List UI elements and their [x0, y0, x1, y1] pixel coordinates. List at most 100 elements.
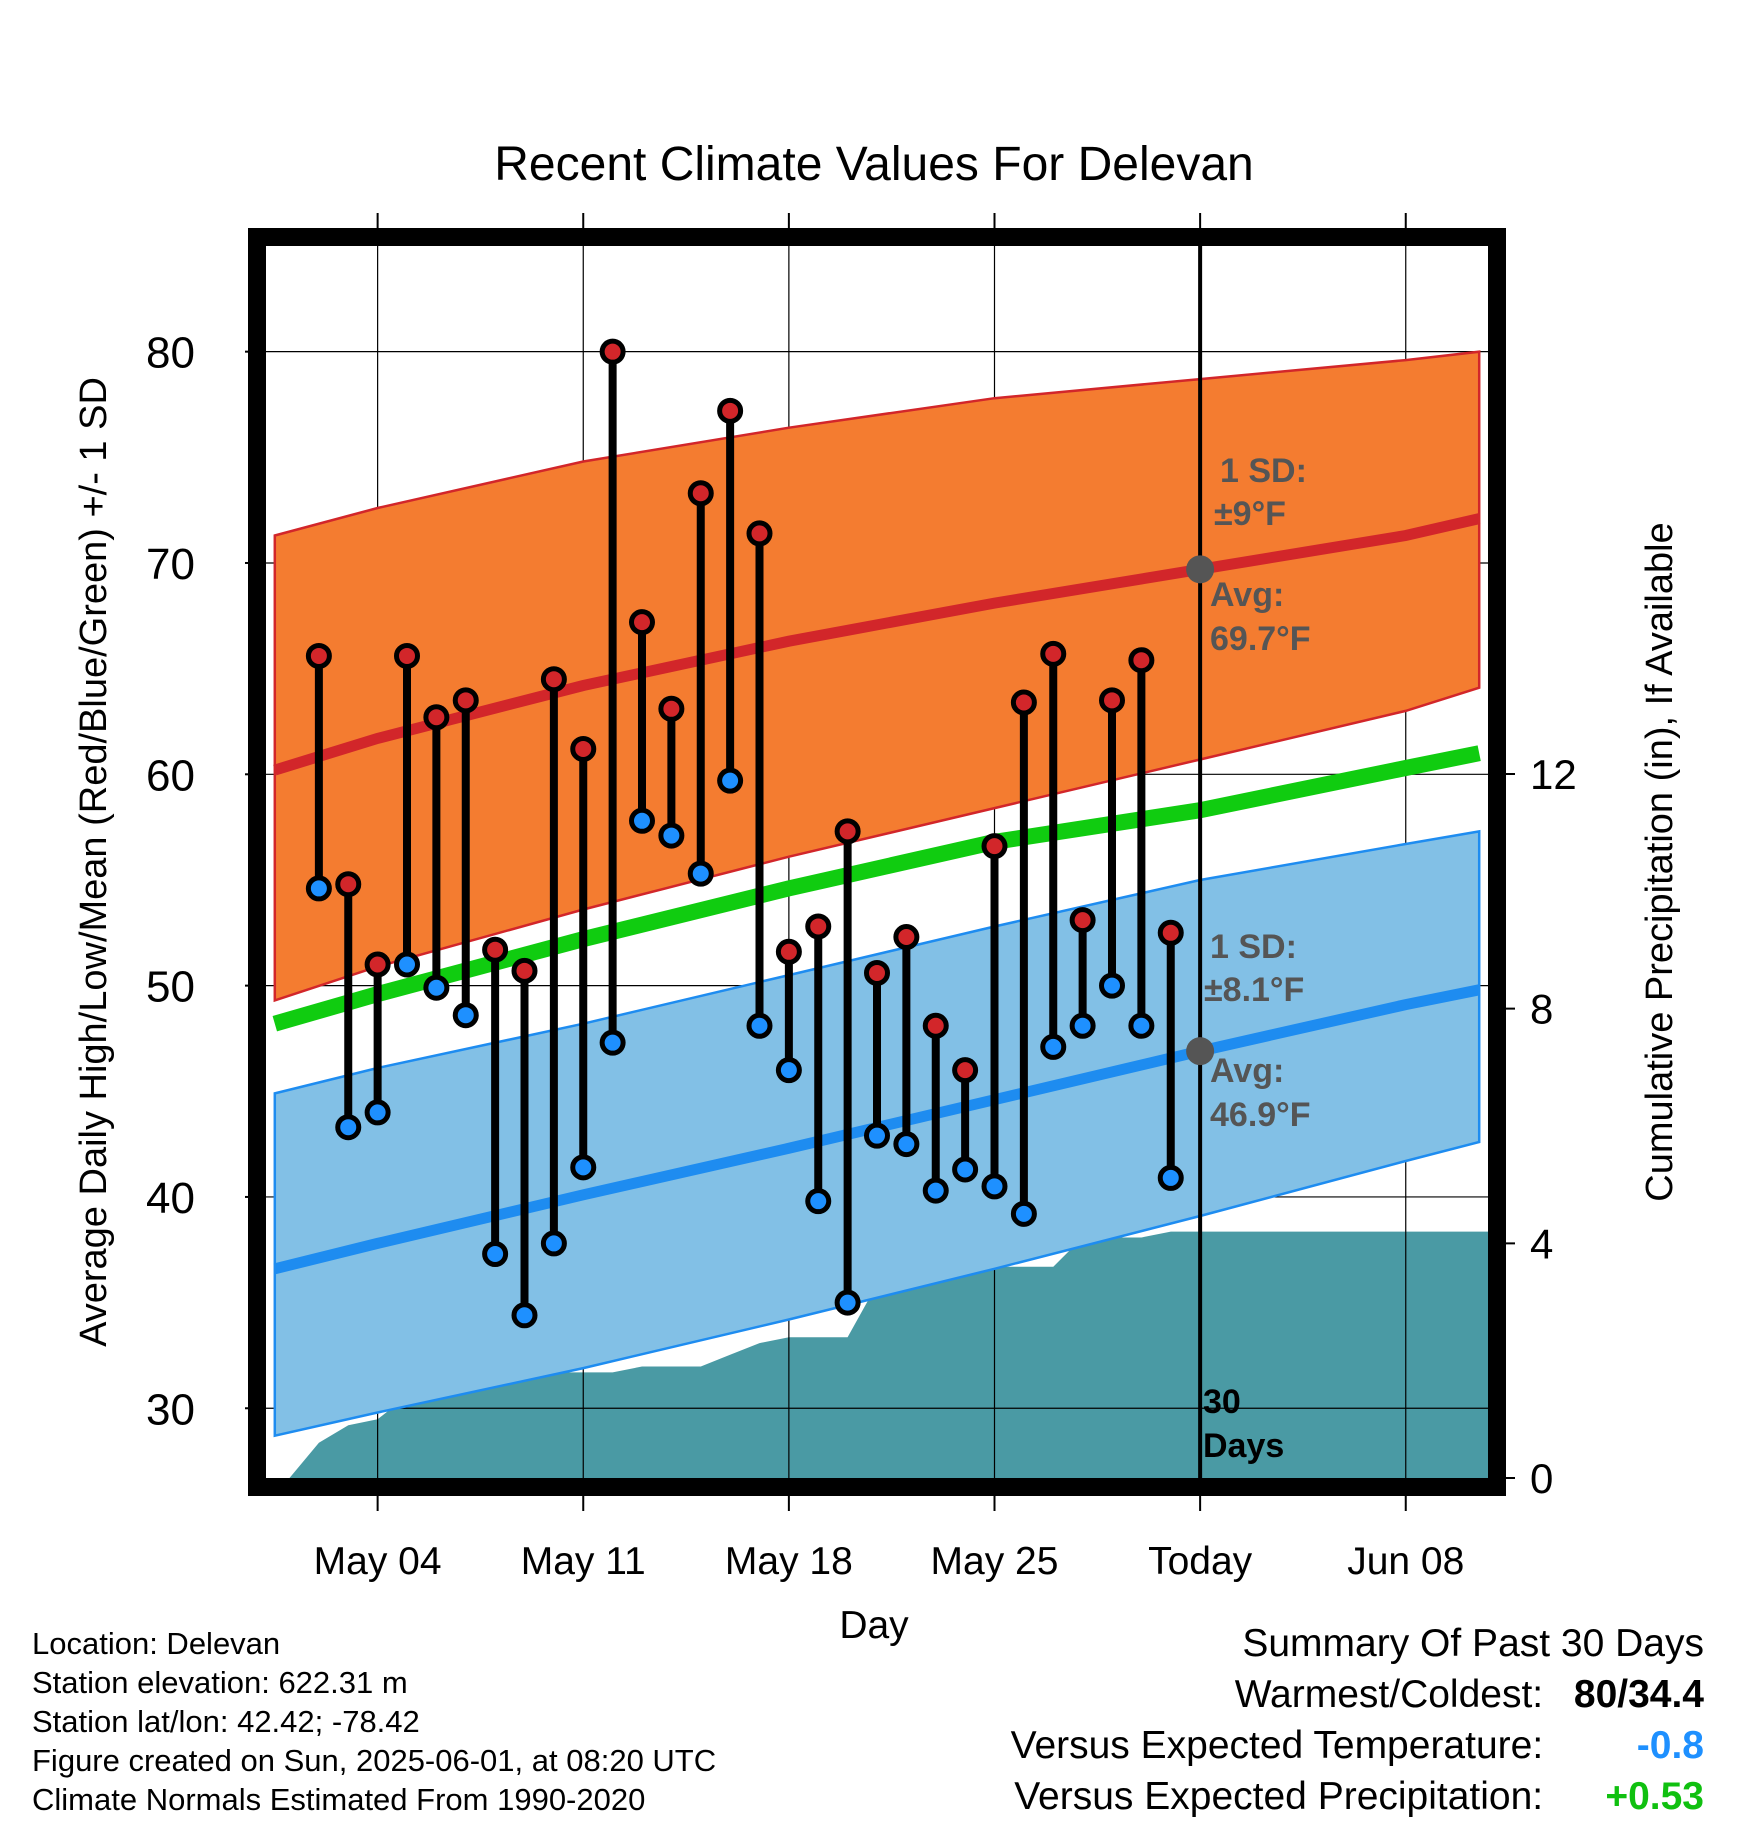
normals-text: Climate Normals Estimated From 1990-2020	[32, 1782, 646, 1817]
daily-low-point	[952, 1156, 979, 1183]
daily-high-point	[952, 1057, 979, 1084]
latlon-text: Station lat/lon: 42.42; -78.42	[32, 1704, 420, 1739]
daily-high-point	[364, 951, 391, 978]
warmest-label: Warmest/Coldest:	[1234, 1673, 1544, 1716]
daily-high-point	[423, 704, 450, 731]
high-avg-value: 69.7°F	[1210, 620, 1311, 658]
y-tick-label-left: 80	[146, 329, 195, 378]
daily-low-point	[1010, 1200, 1037, 1227]
daily-high-point	[922, 1012, 949, 1039]
daily-low-point	[364, 1099, 391, 1126]
daily-high-point	[305, 642, 332, 669]
low-sd-label: 1 SD:	[1210, 928, 1297, 966]
elevation-text: Station elevation: 622.31 m	[32, 1665, 408, 1700]
y-tick-label-right: 0	[1530, 1455, 1553, 1502]
low-avg-label: Avg:	[1210, 1052, 1284, 1090]
daily-high-point	[1099, 687, 1125, 714]
daily-low-point	[1099, 972, 1125, 999]
daily-low-point	[629, 807, 655, 834]
daily-high-point	[1040, 640, 1067, 667]
summary-title: Summary Of Past 30 Days	[1242, 1622, 1704, 1665]
summary-warmest-row: Warmest/Coldest: 80/34.4	[1011, 1669, 1704, 1720]
period-label-unit: Days	[1203, 1427, 1284, 1465]
daily-low-point	[1040, 1033, 1067, 1060]
low-avg-marker	[1186, 1037, 1215, 1066]
y-tick-label-left: 60	[146, 751, 195, 800]
x-tick-label: Jun 08	[1347, 1540, 1464, 1583]
daily-high-point	[394, 642, 420, 669]
daily-high-point	[1157, 919, 1184, 946]
avg-low-line	[273, 984, 1481, 1275]
plot-area: 30 40 50 60 70 80 0 4 8 12 May 04 May 11 May 18 May 2…	[146, 213, 1577, 1583]
x-tick-label: May 25	[931, 1540, 1059, 1583]
low-avg-value: 46.9°F	[1210, 1096, 1311, 1134]
warmest-value: 80/34.4	[1573, 1673, 1704, 1716]
daily-high-point	[599, 338, 626, 365]
daily-high-point	[658, 695, 685, 722]
high-avg-label: Avg:	[1210, 576, 1284, 614]
high-sd-value: ±9°F	[1214, 495, 1286, 533]
x-tick-label: May 11	[521, 1540, 646, 1583]
daily-low-point	[305, 875, 332, 902]
avg-high-line	[273, 513, 1481, 776]
x-tick-label: May 18	[725, 1540, 853, 1583]
summary-precip-row: Versus Expected Precipitation: +0.53	[1011, 1771, 1704, 1822]
daily-low-point	[570, 1154, 597, 1181]
daily-low-point	[1157, 1164, 1184, 1191]
daily-low-point	[1128, 1012, 1155, 1039]
daily-low-point	[687, 860, 714, 887]
daily-low-point	[717, 767, 744, 794]
daily-low-point	[805, 1188, 832, 1215]
y-tick-label-right: 12	[1530, 751, 1577, 798]
daily-high-point	[687, 480, 714, 507]
daily-low-point	[981, 1173, 1008, 1200]
daily-low-point	[423, 974, 450, 1001]
precip-value: +0.53	[1605, 1775, 1704, 1818]
plot-frame	[248, 228, 1506, 1496]
y-tick-label-right: 8	[1530, 986, 1553, 1033]
summary-temp-row: Versus Expected Temperature: -0.8	[1011, 1720, 1704, 1771]
daily-low-point	[775, 1057, 802, 1084]
daily-low-point	[452, 1002, 479, 1029]
created-text: Figure created on Sun, 2025-06-01, at 08…	[32, 1743, 717, 1778]
daily-high-point	[746, 520, 773, 547]
daily-high-point	[834, 818, 861, 845]
daily-high-point	[482, 936, 509, 963]
daily-low-point	[482, 1241, 509, 1267]
y-tick-label-left: 50	[146, 963, 195, 1012]
daily-high-point	[1128, 647, 1155, 674]
y-axis-label-left: Average Daily High/Low/Mean (Red/Blue/Gr…	[73, 377, 115, 1347]
y-tick-label-left: 70	[146, 540, 195, 589]
daily-high-point	[452, 687, 479, 714]
low-sd-value: ±8.1°F	[1204, 971, 1304, 1009]
daily-high-point	[1010, 689, 1037, 716]
daily-high-point	[775, 938, 802, 965]
daily-low-point	[1069, 1012, 1096, 1039]
daily-low-point	[893, 1131, 920, 1158]
daily-low-point	[511, 1302, 538, 1329]
precip-area	[289, 1231, 1488, 1478]
chart-title: Recent Climate Values For Delevan	[494, 138, 1253, 191]
daily-high-point	[981, 833, 1008, 860]
daily-low-point	[864, 1122, 890, 1149]
daily-high-point	[511, 957, 538, 984]
y-tick-label-left: 30	[146, 1385, 195, 1434]
temp-label: Versus Expected Temperature:	[1010, 1724, 1544, 1767]
daily-low-point	[922, 1177, 949, 1204]
daily-low-point	[335, 1114, 362, 1141]
temp-value: -0.8	[1636, 1724, 1704, 1767]
daily-high-point	[893, 924, 920, 951]
daily-high-point	[335, 871, 362, 898]
summary-panel: Summary Of Past 30 Days Warmest/Coldest:…	[1011, 1618, 1704, 1822]
location-text: Location: Delevan	[32, 1626, 281, 1661]
x-tick-label: Today	[1148, 1540, 1253, 1583]
y-tick-label-right: 4	[1530, 1220, 1553, 1267]
daily-high-point	[629, 609, 655, 636]
y-tick-label-left: 40	[146, 1174, 195, 1223]
daily-low-point	[658, 822, 685, 849]
high-sd-label: 1 SD:	[1220, 452, 1307, 490]
daily-high-point	[717, 397, 744, 424]
daily-high-point	[570, 735, 597, 762]
high-sd-band	[273, 350, 1481, 1003]
x-tick-label: May 04	[314, 1540, 442, 1583]
